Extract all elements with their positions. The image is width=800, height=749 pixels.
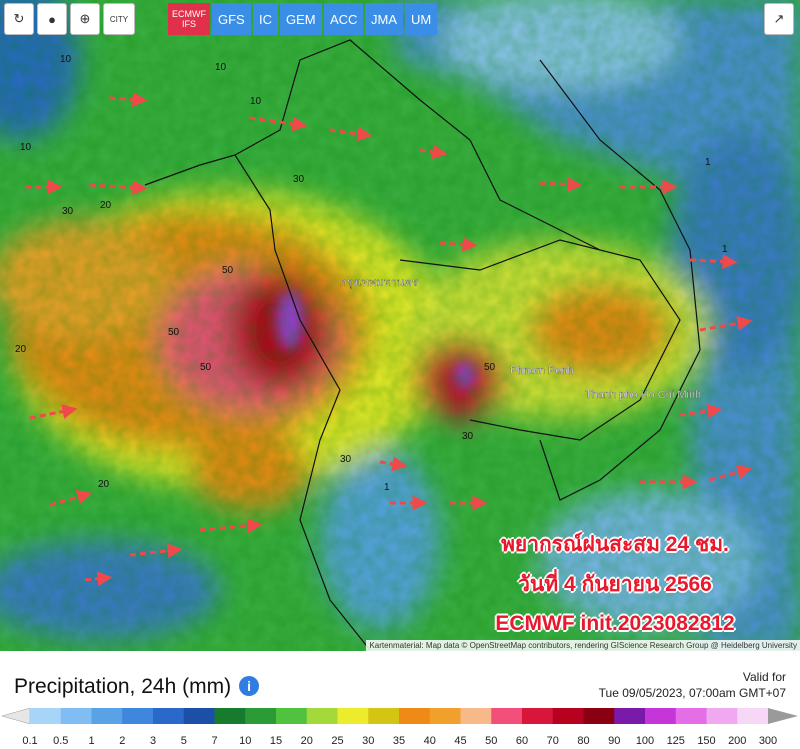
legend-tick-label: 50 (485, 735, 497, 747)
contour-label: 1 (722, 244, 728, 255)
legend-tick-label: 300 (759, 735, 777, 747)
legend-swatch (30, 708, 62, 724)
legend-tick-label: 3 (150, 735, 156, 747)
overlay-line: วันที่ 4 กันยายน 2566 (518, 573, 712, 596)
valid-time: Tue 09/05/2023, 07:00am GMT+07 (598, 686, 786, 700)
legend-tick-label: 0.1 (22, 735, 37, 747)
legend-tick-label: 150 (697, 735, 715, 747)
legend-tick-label: 5 (181, 735, 187, 747)
legend-swatch (675, 708, 707, 724)
legend-tick-label: 40 (424, 735, 436, 747)
legend-tick-label: 60 (516, 735, 528, 747)
place-label: Phnom Penh (510, 365, 574, 377)
legend-swatch (614, 708, 646, 724)
place-label: Thanh pho Ho Chi Minh (585, 389, 701, 401)
legend-tick-label: 90 (608, 735, 620, 747)
legend-tick-label: 7 (211, 735, 217, 747)
model-button[interactable]: UM (405, 3, 438, 35)
legend-swatch (91, 708, 123, 724)
legend-above (768, 708, 798, 724)
legend-tick-label: 30 (362, 735, 374, 747)
legend-tick-label: 25 (331, 735, 343, 747)
legend-swatch (153, 708, 185, 724)
legend-swatch (183, 708, 215, 724)
legend-tick-label: 0.5 (53, 735, 68, 747)
legend-tick-label: 15 (270, 735, 282, 747)
model-button[interactable]: GFS (212, 3, 251, 35)
legend-swatch (552, 708, 584, 724)
location-button[interactable]: ● (37, 3, 67, 35)
model-button[interactable]: ACC (324, 3, 364, 35)
legend-swatch (491, 708, 523, 724)
legend-swatch (245, 708, 277, 724)
legend-swatch (368, 708, 400, 724)
legend-below (1, 707, 31, 725)
legend-swatch (460, 708, 492, 724)
contour-label: 30 (293, 174, 305, 185)
legend-swatch (583, 708, 615, 724)
contour-label: 10 (60, 54, 72, 65)
contour-label: 30 (340, 454, 352, 465)
share-button[interactable]: ↗ (764, 3, 794, 35)
map-texture (0, 0, 800, 651)
legend-swatch (737, 708, 769, 724)
borders (144, 39, 701, 651)
overlay-line: พยากรณ์ฝนสะสม 24 ชม. (501, 533, 729, 556)
legend-tick-label: 80 (577, 735, 589, 747)
contour-label: 30 (62, 206, 74, 217)
contour-label: 50 (484, 362, 496, 373)
contour-label: 10 (20, 142, 32, 153)
legend-swatch (276, 708, 308, 724)
legend-swatch (522, 708, 554, 724)
legend-tick-label: 70 (547, 735, 559, 747)
contour-label: 50 (200, 362, 212, 373)
model-button[interactable]: JMA (365, 3, 403, 35)
legend-tick-label: 35 (393, 735, 405, 747)
zoom-button[interactable]: ⊕ (70, 3, 100, 35)
legend-swatch (306, 708, 338, 724)
legend-swatch (214, 708, 246, 724)
contour-label: 1 (384, 482, 390, 493)
legend-tick-label: 200 (728, 735, 746, 747)
legend-swatch (645, 708, 677, 724)
legend-swatch (337, 708, 369, 724)
legend-tick-label: 2 (119, 735, 125, 747)
legend-tick-label: 1 (88, 735, 94, 747)
legend-swatch (60, 708, 92, 724)
city-button[interactable]: CITY (103, 3, 135, 35)
legend-swatch (706, 708, 738, 724)
refresh-button[interactable]: ↻ (4, 3, 34, 35)
attribution: Kartenmaterial: Map data © OpenStreetMap… (366, 640, 800, 651)
contour-label: 10 (215, 62, 227, 73)
info-button[interactable]: i (239, 676, 260, 696)
legend-tick-label: 125 (667, 735, 685, 747)
place-label: กรุงเทพมหานคร (340, 277, 418, 289)
contour-label: 20 (98, 479, 110, 490)
legend: 0.1 0.5 1 2 3 5 7 10 15 20 25 30 35 40 45 50 60 70 80 90 100… (1, 707, 798, 747)
model-button[interactable]: GEM (280, 3, 322, 35)
model-button[interactable]: ECMWF IFS (168, 3, 210, 35)
wind-arrows (25, 92, 753, 587)
contour-label: 10 (250, 96, 262, 107)
contour-label: 50 (168, 327, 180, 338)
legend-title-wrap: Precipitation, 24h (mm) i (14, 675, 260, 699)
contour-label: 30 (462, 431, 474, 442)
legend-swatch (429, 708, 461, 724)
legend-tick-label: 20 (301, 735, 313, 747)
legend-tick-label: 100 (636, 735, 654, 747)
legend-title: Precipitation, 24h (mm) (14, 675, 232, 698)
contour-label: 20 (15, 344, 27, 355)
legend-tick-label: 10 (239, 735, 251, 747)
legend-tick-label: 45 (454, 735, 466, 747)
legend-swatch (122, 708, 154, 724)
model-button[interactable]: IC (253, 3, 278, 35)
legend-swatch (399, 708, 431, 724)
overlay-line: ECMWF init.2023082812 (495, 612, 735, 635)
contour-label: 20 (100, 200, 112, 211)
valid-label: Valid for (742, 670, 786, 684)
contour-label: 50 (222, 265, 234, 276)
contour-label: 1 (705, 157, 711, 168)
